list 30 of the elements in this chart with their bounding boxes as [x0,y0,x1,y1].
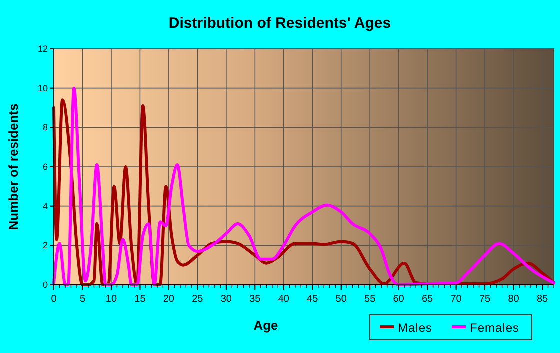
x-tick-label: 70 [450,294,462,305]
x-tick-label: 40 [278,294,290,305]
x-tick-label: 50 [336,294,348,305]
legend-label: Males [398,321,433,335]
x-tick-label: 5 [80,294,86,305]
chart-title: Distribution of Residents' Ages [168,15,392,32]
x-tick-label: 45 [307,294,319,305]
legend-label: Females [470,321,520,335]
x-tick-label: 85 [536,294,549,305]
y-tick-label: 0 [42,280,48,290]
x-tick-label: 80 [508,294,520,305]
x-tick-label: 30 [220,294,232,305]
x-tick-label: 60 [393,294,405,305]
x-tick-label: 75 [479,294,492,305]
y-axis-title: Number of residents [6,104,21,230]
y-tick-label: 6 [42,162,48,172]
y-tick-label: 2 [42,240,48,251]
y-tick-label: 4 [42,201,48,212]
x-tick-label: 15 [134,294,146,305]
x-tick-label: 20 [163,294,175,305]
y-tick-label: 10 [38,83,48,94]
x-tick-label: 10 [106,294,118,305]
x-tick-label: 65 [422,294,434,305]
x-tick-label: 0 [51,294,58,305]
x-tick-label: 25 [192,294,204,305]
x-tick-label: 35 [250,294,262,305]
x-axis-title: Age [254,318,278,333]
y-tick-label: 8 [42,122,48,133]
x-tick-label: 55 [364,294,376,305]
y-tick-label: 12 [38,44,48,54]
